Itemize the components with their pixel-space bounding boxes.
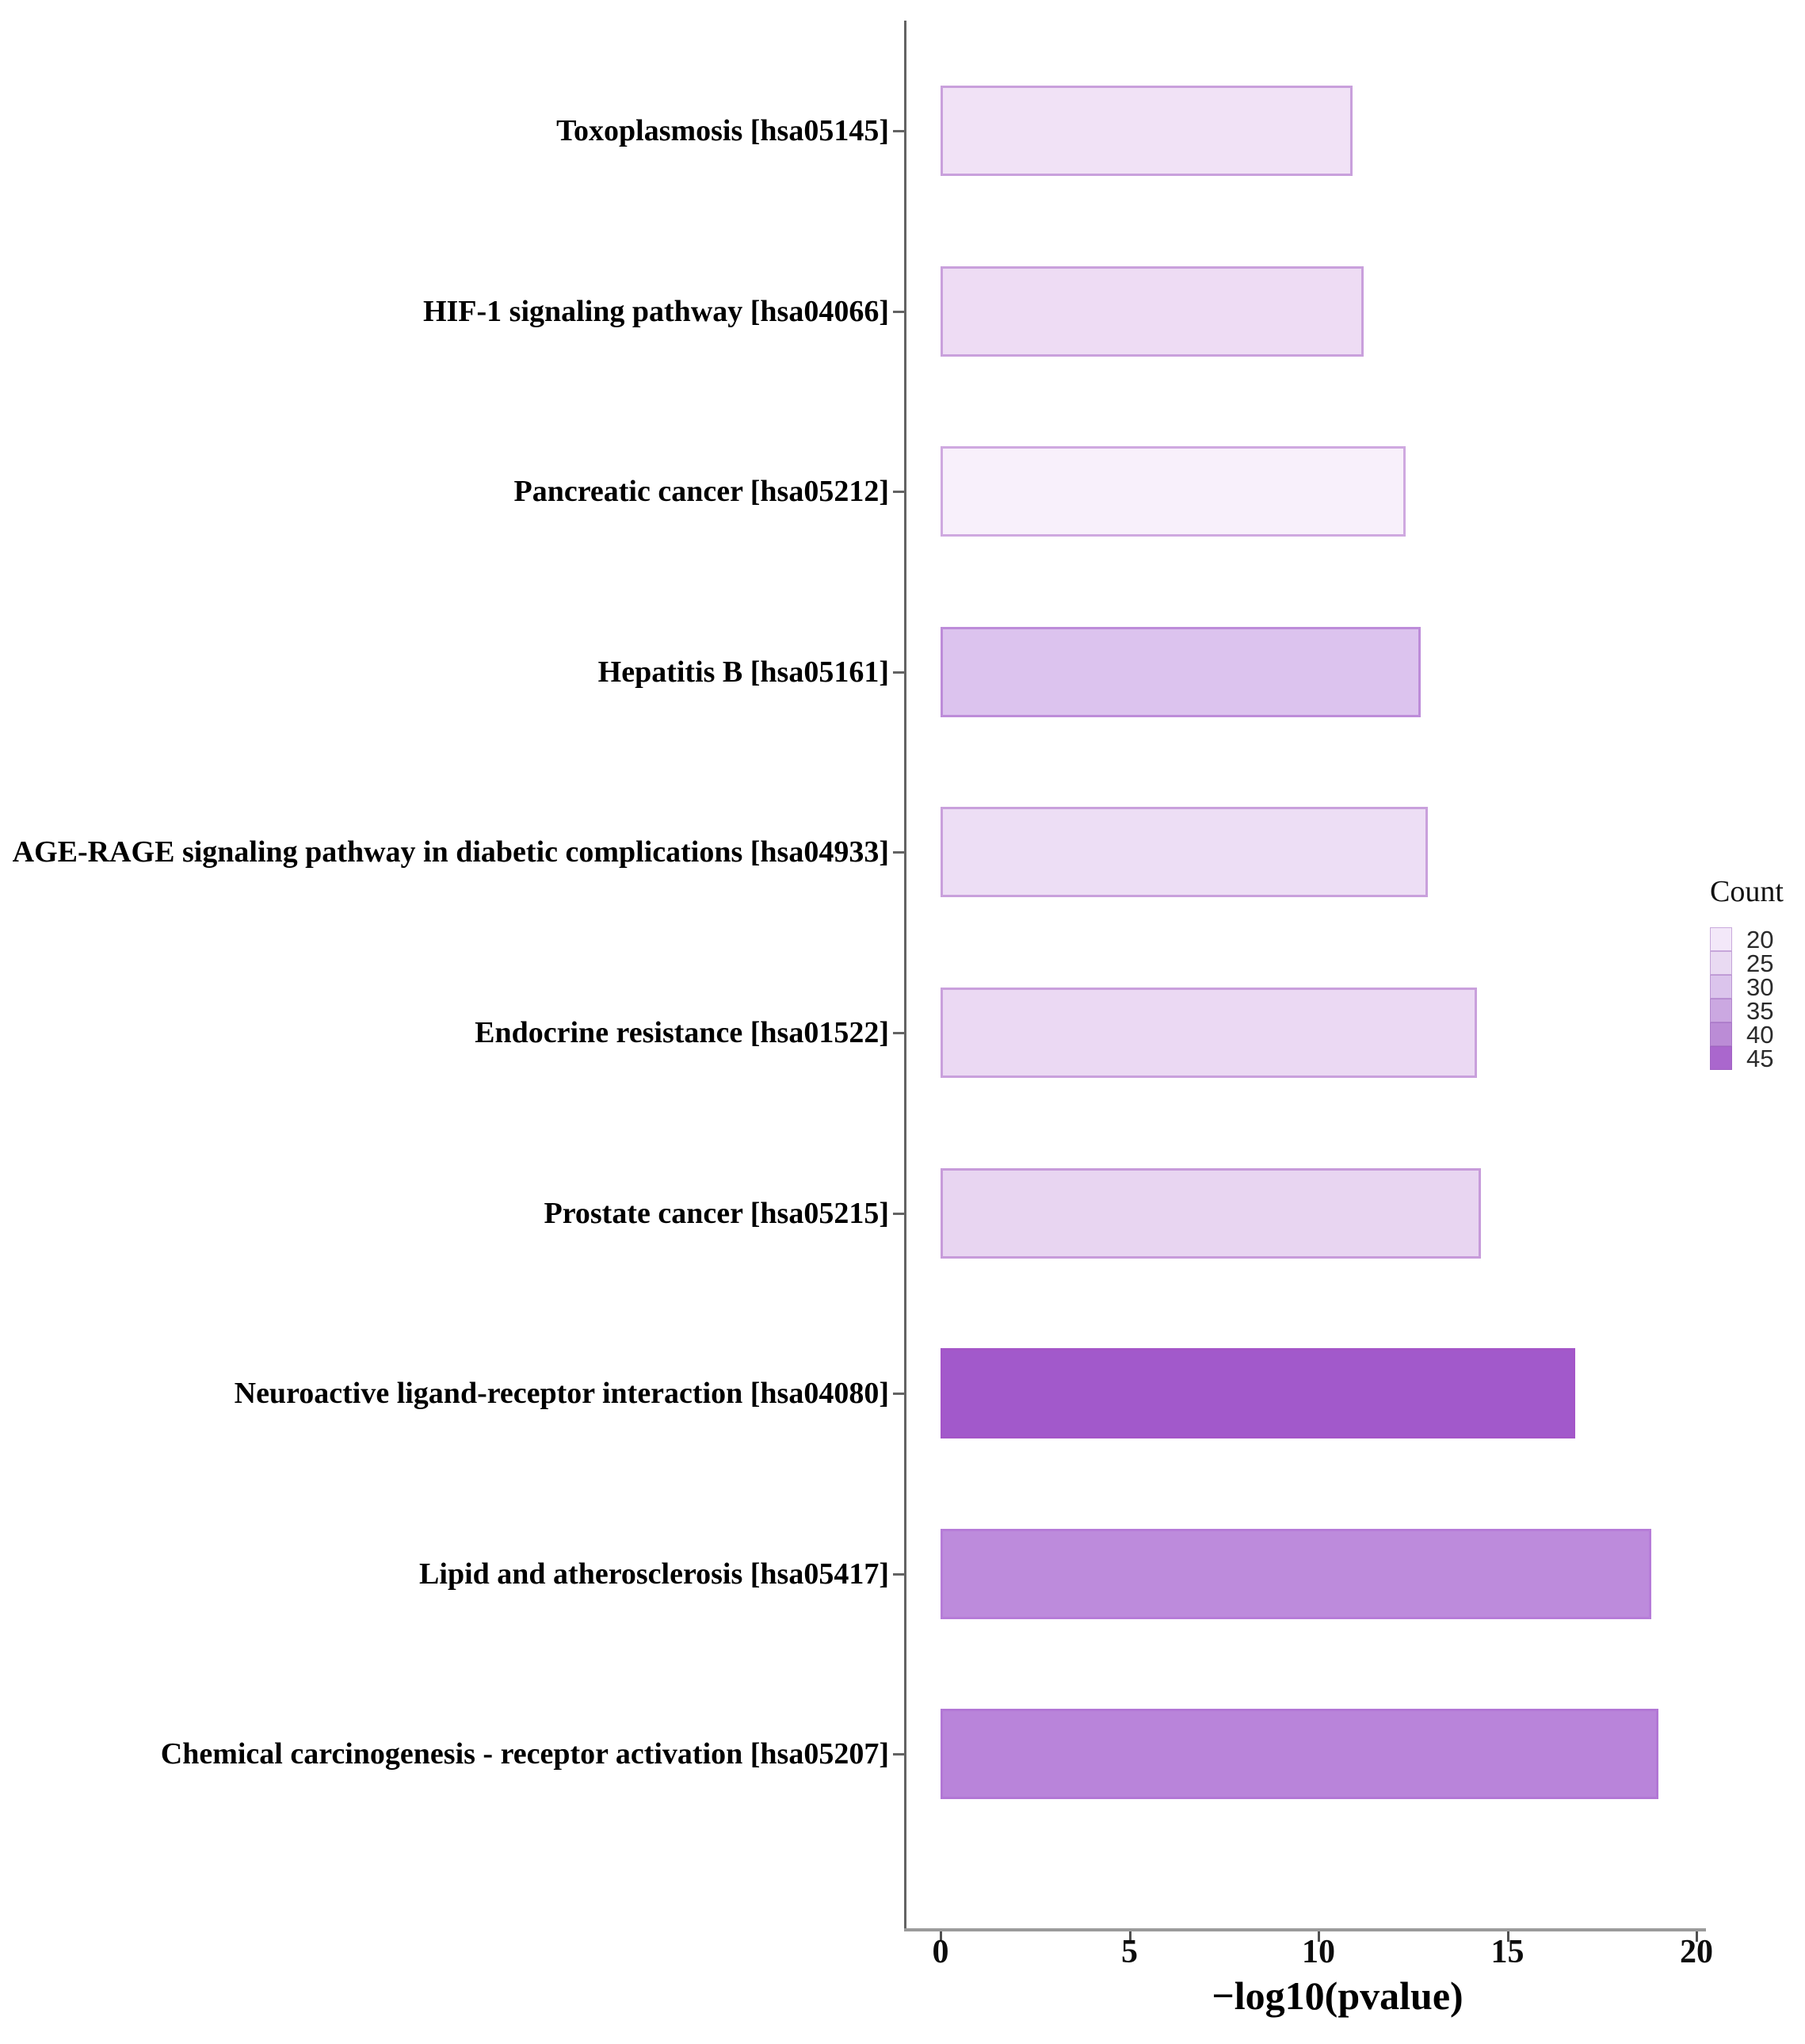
- category-label: Chemical carcinogenesis - receptor activ…: [160, 1737, 889, 1771]
- x-tick-label: 20: [1680, 1934, 1713, 1970]
- y-tick-mark: [893, 1753, 904, 1756]
- category-label: Pancreatic cancer [hsa05212]: [513, 475, 889, 509]
- category-label: Toxoplasmosis [hsa05145]: [556, 114, 889, 147]
- x-axis-line: [904, 1928, 1706, 1931]
- y-tick-mark: [893, 1032, 904, 1034]
- bar: [941, 1167, 1481, 1259]
- bar: [941, 446, 1406, 537]
- legend-swatch: [1710, 1046, 1732, 1070]
- x-tick-mark: [1318, 1931, 1320, 1942]
- category-label: Neuroactive ligand-receptor interaction …: [234, 1377, 889, 1411]
- x-tick-mark: [940, 1931, 942, 1942]
- y-tick-mark: [893, 130, 904, 132]
- legend-label: 20: [1746, 926, 1774, 953]
- legend-label: 45: [1746, 1045, 1774, 1072]
- legend-swatch: [1710, 975, 1732, 999]
- legend-label: 35: [1746, 997, 1774, 1025]
- category-label: Prostate cancer [hsa05215]: [544, 1196, 890, 1230]
- legend-swatch: [1710, 999, 1732, 1022]
- bar: [941, 1709, 1658, 1800]
- legend-title: Count: [1710, 875, 1784, 908]
- legend-swatch: [1710, 927, 1732, 951]
- x-tick-label: 15: [1490, 1934, 1525, 1970]
- category-label: AGE-RAGE signaling pathway in diabetic c…: [12, 835, 889, 869]
- bar: [941, 1348, 1575, 1439]
- legend-swatch: [1710, 951, 1732, 975]
- y-tick-mark: [893, 310, 904, 313]
- legend-swatch: [1710, 1022, 1732, 1046]
- x-tick-mark: [1128, 1931, 1131, 1942]
- x-tick-label: 0: [932, 1934, 949, 1970]
- y-tick-mark: [893, 851, 904, 854]
- y-tick-mark: [893, 491, 904, 494]
- category-label: Endocrine resistance [hsa01522]: [475, 1016, 889, 1049]
- bar: [941, 626, 1421, 717]
- x-tick-label: 10: [1302, 1934, 1335, 1970]
- category-label: Lipid and atherosclerosis [hsa05417]: [419, 1557, 889, 1591]
- y-tick-mark: [893, 671, 904, 674]
- legend-label: 25: [1746, 949, 1774, 977]
- bar: [941, 86, 1353, 176]
- y-tick-mark: [893, 1212, 904, 1215]
- y-axis-line: [904, 21, 906, 1931]
- x-tick-mark: [1696, 1931, 1698, 1942]
- category-label: Hepatitis B [hsa05161]: [597, 655, 889, 689]
- bar: [941, 266, 1364, 357]
- bar: [941, 1528, 1651, 1619]
- x-tick-label: 5: [1121, 1934, 1138, 1970]
- y-tick-mark: [893, 1393, 904, 1396]
- legend-label: 30: [1746, 973, 1774, 1001]
- y-tick-mark: [893, 1572, 904, 1576]
- bar: [941, 988, 1477, 1078]
- category-label: HIF-1 signaling pathway [hsa04066]: [422, 294, 889, 328]
- bar: [941, 807, 1428, 898]
- legend-label: 40: [1746, 1021, 1774, 1049]
- x-tick-mark: [1506, 1931, 1509, 1942]
- x-axis-title: −log10(pvalue): [1212, 1973, 1463, 2018]
